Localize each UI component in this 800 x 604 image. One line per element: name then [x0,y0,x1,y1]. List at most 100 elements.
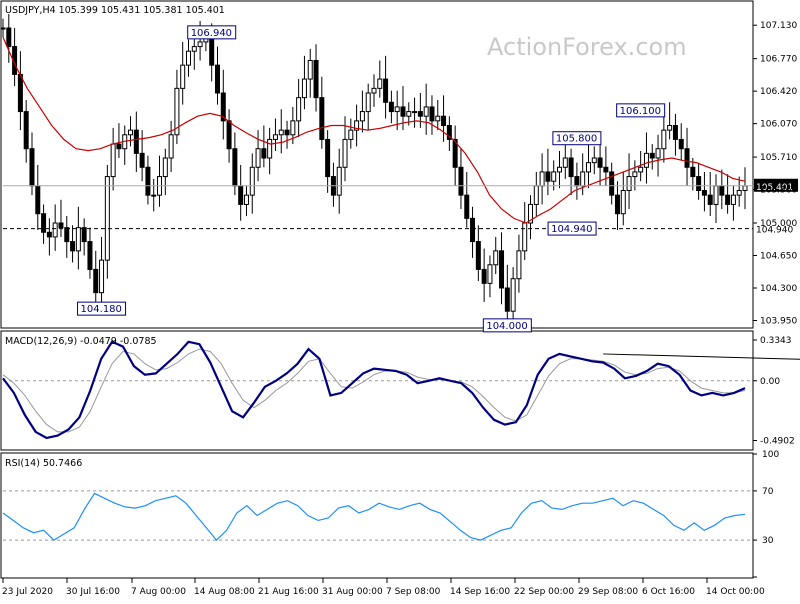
candle-body [736,190,742,196]
candle-body [133,129,139,154]
candle-body [319,97,325,140]
candle-body [684,148,690,168]
candle-body [99,259,105,294]
candle-body [243,194,249,205]
candle-body [638,166,644,173]
candle-body [696,176,702,191]
candle-body [162,157,168,178]
price-layer: 104.180 106.940 104.000 105.800 104.940 106.1… [0,14,753,333]
x-tick-label: 7 Sep 08:00 [386,587,441,597]
annotation-label: 105.800 [556,134,597,145]
candle-body [475,241,481,270]
candle-body [719,185,725,196]
candle-body [313,60,319,99]
annotation-label: 106.940 [191,28,232,39]
candle-body [0,27,6,30]
candle-body [655,148,661,159]
rsi-label: RSI(14) 50.7466 [5,458,82,469]
price-tick-label: 105.360 [760,186,797,196]
candle-body [400,106,406,117]
candle-body [458,166,464,196]
candle-body [585,162,591,173]
candle-body [301,78,307,99]
candle-body [516,250,522,280]
candle-body [417,111,423,117]
candle-body [539,171,545,187]
candle-body [46,231,52,238]
price-tick-label: 106.420 [760,87,797,97]
rsi-tick-label: 30 [762,536,774,546]
annotation-box [552,131,602,146]
x-tick-label: 31 Aug 00:00 [322,587,383,597]
candle-body [667,125,673,131]
candle-body [377,78,383,89]
candle-body [522,222,528,252]
annotation-label: 104.940 [551,224,592,235]
candle-body [643,152,649,168]
candle-body [186,50,191,66]
candle-body [87,241,93,270]
candle-body [52,222,58,238]
candle-body [267,138,273,159]
candle-body [562,157,568,168]
candle-body [649,152,655,159]
candle-body [128,129,134,136]
candle-body [429,106,435,122]
candle-body [6,27,12,48]
candle-body [81,227,87,243]
candle-body [58,222,64,229]
candle-body [220,92,226,122]
candle-body [412,111,418,114]
price-tick-label: 106.070 [760,120,797,130]
candle-body [742,185,748,192]
price-tick-label: 103.950 [760,317,797,327]
macd-layer [2,340,800,440]
candle-body [568,157,574,178]
candle-body [371,87,377,94]
x-tick-label: 14 Oct 00:00 [706,587,765,597]
annotation-label: 106.100 [620,106,661,117]
candle-body [730,194,736,205]
annotation-label: 104.180 [81,304,122,315]
price-tick-label: 105.710 [760,153,797,163]
candle-body [151,194,157,197]
candle-body [365,92,371,113]
candle-body [29,148,35,187]
candle-body [632,171,638,178]
candle-body [690,166,696,178]
chart-title: USDJPY,H4 105.399 105.431 105.381 105.40… [5,5,225,16]
moving-average-line [2,37,746,224]
candle-body [191,46,197,52]
candle-body [110,143,116,178]
candle-body [278,129,284,136]
candle-body [626,176,632,191]
last-price-label: 105.401 [756,183,793,193]
candle-body [296,97,302,122]
x-tick-label: 7 Aug 00:00 [131,587,186,597]
price-tick-label: 104.650 [760,252,797,262]
axis-layer: 105.401 104.940 107.130 106.770 106.420 106.0… [2,21,798,597]
x-tick-label: 30 Jul 16:00 [66,587,120,597]
price-tick-label: 104.300 [760,284,797,294]
candle-body [342,138,348,168]
annotation-box [187,25,237,40]
candle-body [238,185,244,205]
candle-body [249,166,255,196]
rsi-tick-label: 70 [762,487,774,497]
candle-body [261,148,267,159]
candle-body [383,78,389,103]
candle-body [435,115,441,122]
candle-body [672,125,678,140]
candle-body [574,176,580,187]
annotation-box [616,103,666,118]
rsi-layer [2,490,753,541]
candle-body [93,268,99,294]
candle-body [41,213,47,233]
candle-body [701,190,707,196]
candle-body [284,129,290,136]
price-tick-label: 106.770 [760,55,797,65]
price-panel [0,0,754,329]
annotation-label: 104.000 [486,321,527,332]
candle-body [226,120,232,150]
